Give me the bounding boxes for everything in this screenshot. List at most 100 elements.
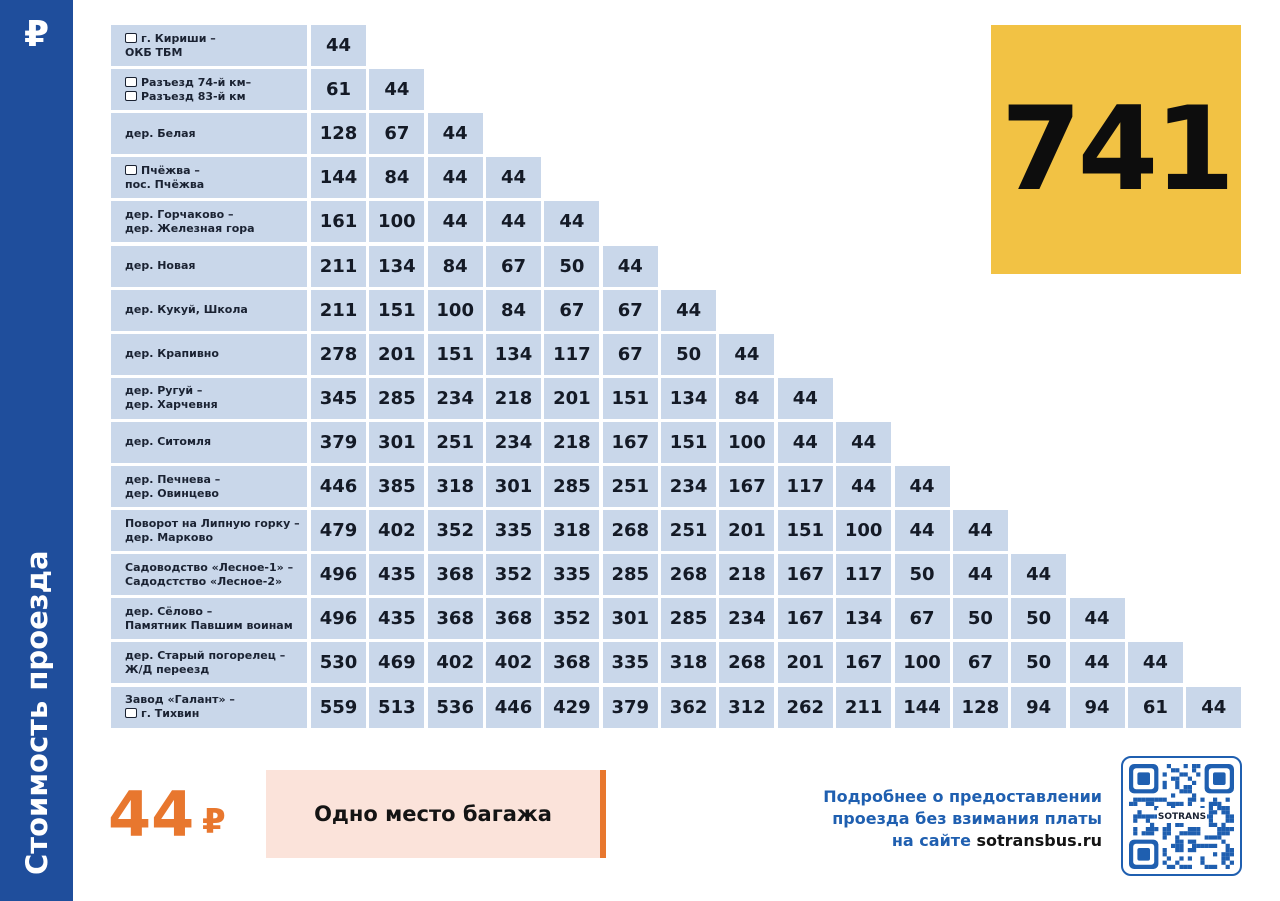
fare-cell: 67 bbox=[602, 289, 658, 331]
fare-cell: 285 bbox=[544, 466, 600, 507]
qr-module bbox=[1154, 827, 1159, 832]
qr-module bbox=[1183, 864, 1188, 869]
fare-cell: 345 bbox=[311, 377, 366, 419]
row-label: дер. Белая bbox=[111, 113, 307, 155]
label-text: Разъезд 74-й км– bbox=[141, 75, 252, 89]
fare-cell: 435 bbox=[369, 598, 425, 640]
qr-module bbox=[1175, 860, 1180, 865]
info-line: проезда без взимания платы bbox=[832, 809, 1102, 828]
fare-cell: 167 bbox=[777, 598, 833, 640]
qr-module bbox=[1150, 797, 1155, 802]
fare-cell: 84 bbox=[719, 377, 775, 419]
label-text: Завод «Галант» – bbox=[125, 693, 235, 706]
label-line: Разъезд 83-й км bbox=[125, 90, 307, 104]
fare-cell: 44 bbox=[777, 421, 833, 463]
fare-cell: 167 bbox=[602, 421, 658, 463]
qr-module bbox=[1141, 797, 1146, 802]
qr-module bbox=[1200, 797, 1205, 802]
qr-module bbox=[1204, 835, 1209, 840]
fare-cell: 285 bbox=[369, 377, 425, 419]
qr-module bbox=[1137, 810, 1142, 815]
fare-cell: 128 bbox=[311, 113, 366, 155]
fare-cell: 513 bbox=[369, 686, 425, 728]
qr-module bbox=[1225, 814, 1230, 819]
qr-module bbox=[1213, 843, 1218, 848]
qr-module bbox=[1133, 814, 1138, 819]
qr-module bbox=[1225, 806, 1230, 811]
qr-module bbox=[1187, 785, 1192, 790]
qr-module bbox=[1175, 843, 1180, 848]
qr-module bbox=[1133, 818, 1138, 823]
row-label: Садоводство «Лесное-1» – Садодстство «Лес… bbox=[111, 554, 307, 596]
fare-cell: 44 bbox=[544, 201, 600, 243]
transport-icon bbox=[125, 76, 137, 87]
qr-module bbox=[1137, 772, 1150, 785]
qr-module bbox=[1187, 797, 1192, 802]
qr-module bbox=[1133, 827, 1138, 832]
fare-cell: 117 bbox=[836, 554, 892, 596]
qr-module bbox=[1225, 843, 1230, 848]
qr-module bbox=[1221, 806, 1226, 811]
fare-cell: 67 bbox=[602, 333, 658, 375]
qr-module bbox=[1187, 839, 1192, 844]
qr-module bbox=[1213, 822, 1218, 827]
qr-module bbox=[1217, 831, 1222, 836]
qr-module bbox=[1213, 810, 1218, 815]
fare-cell: 379 bbox=[311, 421, 366, 463]
site-link[interactable]: sotransbus.ru bbox=[976, 831, 1103, 850]
fare-cell: 211 bbox=[311, 289, 366, 331]
fare-cell: 44 bbox=[486, 201, 542, 243]
fare-cell: 335 bbox=[544, 554, 600, 596]
baggage-currency: ₽ bbox=[202, 802, 226, 842]
label-line: Завод «Галант» – bbox=[125, 693, 307, 707]
fare-cell: 84 bbox=[427, 245, 483, 287]
row-label: Завод «Галант» – г. Тихвин bbox=[111, 686, 307, 728]
label-line: пос. Пчёжва bbox=[125, 178, 307, 192]
label-text: дер. Железная гора bbox=[125, 221, 255, 235]
fare-cell: 134 bbox=[836, 598, 892, 640]
qr-module bbox=[1225, 831, 1230, 836]
transport-icon bbox=[125, 164, 137, 175]
info-line: Подробнее о предоставлении bbox=[823, 787, 1102, 806]
fare-cell: 352 bbox=[544, 598, 600, 640]
qr-module bbox=[1229, 860, 1234, 865]
fare-cell: 301 bbox=[486, 466, 542, 507]
qr-module bbox=[1200, 860, 1205, 865]
qr-module bbox=[1179, 822, 1184, 827]
label-text: г. Кириши – bbox=[141, 31, 216, 45]
fare-cell: 100 bbox=[894, 642, 950, 684]
qr-module bbox=[1162, 797, 1167, 802]
qr-brand: SOTRANS bbox=[1158, 812, 1206, 822]
qr-module bbox=[1208, 801, 1213, 806]
qr-module bbox=[1150, 814, 1155, 819]
fare-cell: 44 bbox=[836, 421, 892, 463]
fare-cell: 402 bbox=[369, 510, 425, 552]
fare-cell: 128 bbox=[952, 686, 1008, 728]
qr-module bbox=[1179, 789, 1184, 794]
transport-icon bbox=[125, 32, 137, 43]
fare-cell: 218 bbox=[486, 377, 542, 419]
qr-module bbox=[1133, 797, 1138, 802]
fare-cell: 151 bbox=[369, 289, 425, 331]
row-label: дер. Ситомля bbox=[111, 421, 307, 463]
qr-module bbox=[1145, 797, 1150, 802]
qr-module bbox=[1221, 831, 1226, 836]
label-line: дер. Кукуй, Школа bbox=[125, 303, 307, 317]
qr-module bbox=[1145, 827, 1150, 832]
qr-module bbox=[1196, 831, 1201, 836]
qr-module bbox=[1213, 772, 1226, 785]
fare-cell: 50 bbox=[1011, 598, 1067, 640]
fare-cell: 268 bbox=[719, 642, 775, 684]
fare-cell: 44 bbox=[427, 157, 483, 199]
label-line: дер. Харчевня bbox=[125, 398, 307, 412]
qr-module bbox=[1225, 856, 1230, 861]
label-line: дер. Печнева – bbox=[125, 473, 307, 487]
qr-module bbox=[1166, 827, 1171, 832]
qr-module bbox=[1162, 860, 1167, 865]
row-label: Пчёжва – пос. Пчёжва bbox=[111, 157, 307, 199]
baggage-label: Одно место багажа bbox=[266, 770, 606, 858]
fare-cell: 318 bbox=[427, 466, 483, 507]
label-text: Памятник Павшим воинам bbox=[125, 618, 293, 632]
qr-module bbox=[1196, 772, 1201, 777]
qr-module bbox=[1175, 768, 1180, 773]
